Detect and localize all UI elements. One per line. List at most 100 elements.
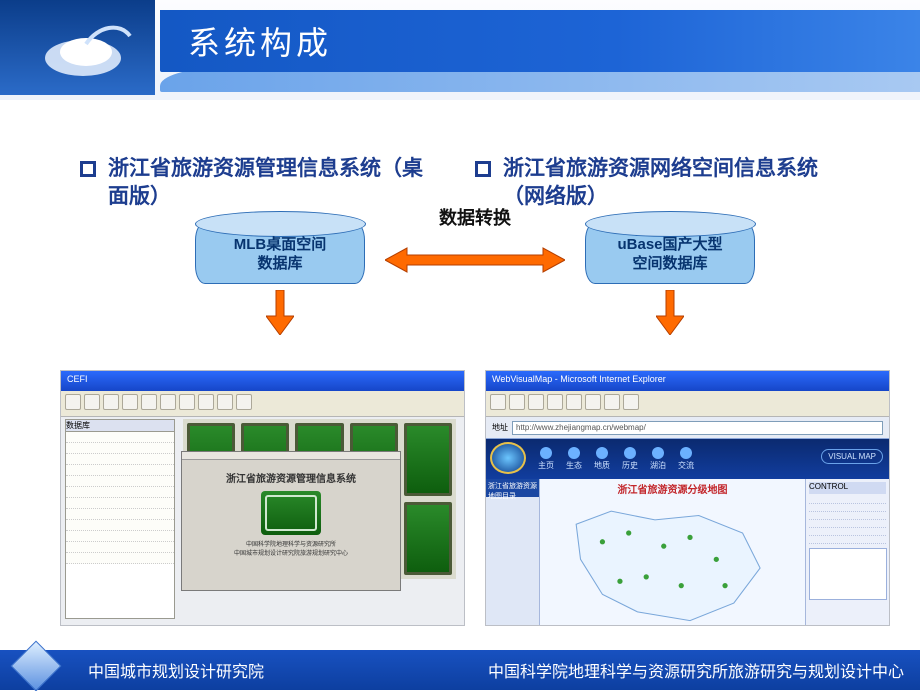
list-item	[66, 443, 174, 454]
cylinder-icon: uBase国产大型 空间数据库	[585, 222, 755, 284]
down-arrow-right-icon	[656, 290, 684, 335]
footer-right-text: 中国科学院地理科学与资源研究所旅游研究与规划设计中心	[488, 658, 904, 682]
map-right-panel: CONTROL	[805, 479, 889, 625]
list-item	[809, 512, 886, 520]
toolbar-button-icon	[160, 394, 176, 410]
right-db-label: uBase国产大型 空间数据库	[592, 231, 748, 279]
zhejiang-map-icon	[540, 498, 805, 626]
map-thumbnail-icon	[404, 502, 452, 575]
address-label: 地址	[492, 422, 508, 433]
list-item	[66, 465, 174, 476]
list-item	[66, 498, 174, 509]
map-thumbnail-icon	[404, 423, 452, 496]
ie-toolbar	[486, 391, 889, 417]
nav-item: 地质	[594, 447, 610, 471]
list-item	[809, 504, 886, 512]
header-decorative-image	[0, 0, 155, 95]
brand-badge: VISUAL MAP	[821, 449, 883, 464]
list-item	[66, 542, 174, 553]
back-button-icon	[490, 394, 506, 410]
right-db-line2: 空间数据库	[632, 255, 707, 272]
toolbar-button-icon	[122, 394, 138, 410]
globe-logo-icon	[261, 491, 321, 535]
nav-item: 湖泊	[650, 447, 666, 471]
nav-icon	[624, 447, 636, 459]
slide-title: 系统构成	[188, 18, 332, 64]
home-button-icon	[566, 394, 582, 410]
desktop-app-screenshot: CEFI 数据库	[60, 370, 465, 626]
dialog-titlebar	[182, 452, 400, 460]
nav-label: 湖泊	[650, 460, 666, 471]
nav-icon	[568, 447, 580, 459]
down-arrow-left-icon	[266, 290, 294, 335]
nav-item: 历史	[622, 447, 638, 471]
splash-dialog: 浙江省旅游资源管理信息系统 中国科学院地理科学与资源研究所 中国城市规划设计研究…	[181, 451, 401, 591]
nav-item: 主页	[538, 447, 554, 471]
nav-label: 主页	[538, 460, 554, 471]
stop-button-icon	[528, 394, 544, 410]
footer-left-text: 中国城市规划设计研究院	[88, 658, 264, 682]
nav-item: 生态	[566, 447, 582, 471]
dialog-body: 浙江省旅游资源管理信息系统 中国科学院地理科学与资源研究所 中国城市规划设计研究…	[182, 460, 400, 567]
toolbar-button-icon	[103, 394, 119, 410]
map-content-row: 浙江省旅游资源地图目录 浙江省旅游资源分级地图 CONTROL	[486, 479, 889, 625]
slide-footer: 中国城市规划设计研究院 中国科学院地理科学与资源研究所旅游研究与规划设计中心	[0, 650, 920, 690]
nav-icon	[540, 447, 552, 459]
bullet-marker-icon	[80, 161, 96, 177]
list-item	[66, 432, 174, 443]
cylinder-icon: MLB桌面空间 数据库	[195, 222, 365, 284]
nav-icon	[680, 447, 692, 459]
toolbar-button-icon	[84, 394, 100, 410]
address-bar: 地址 http://www.zhejiangmap.cn/webmap/	[486, 417, 889, 439]
toolbar-button-icon	[65, 394, 81, 410]
right-db-line1: uBase国产大型	[617, 236, 722, 253]
map-canvas: 浙江省旅游资源分级地图	[540, 479, 805, 625]
database-diagram: 数据转换 MLB桌面空间 数据库 uBase国产大型 空间数据库	[195, 212, 755, 342]
left-panel-title: 浙江省旅游资源地图目录	[486, 479, 539, 497]
search-button-icon	[585, 394, 601, 410]
nav-item: 交流	[678, 447, 694, 471]
list-item	[809, 496, 886, 504]
dialog-sub1: 中国科学院地理科学与资源研究所	[192, 539, 390, 548]
dialog-title: 浙江省旅游资源管理信息系统	[192, 470, 390, 485]
window-titlebar: CEFI	[61, 371, 464, 391]
forward-button-icon	[509, 394, 525, 410]
side-data-panel: 数据库	[65, 419, 175, 619]
left-db-line1: MLB桌面空间	[234, 236, 327, 253]
list-item	[809, 536, 886, 544]
left-db-label: MLB桌面空间 数据库	[202, 231, 358, 279]
list-item	[809, 520, 886, 528]
globe-logo-icon	[490, 442, 526, 474]
map-title: 浙江省旅游资源分级地图	[540, 479, 805, 498]
web-map-screenshot: WebVisualMap - Microsoft Internet Explor…	[485, 370, 890, 626]
list-item	[66, 553, 174, 564]
title-bar: 系统构成	[160, 10, 920, 72]
list-item	[809, 528, 886, 536]
refresh-button-icon	[547, 394, 563, 410]
nav-label: 交流	[678, 460, 694, 471]
side-panel-header: 数据库	[66, 420, 174, 432]
list-item	[66, 531, 174, 542]
overview-map-icon	[809, 548, 887, 600]
window-titlebar: WebVisualMap - Microsoft Internet Explor…	[486, 371, 889, 391]
bullet-marker-icon	[475, 161, 491, 177]
nav-label: 历史	[622, 460, 638, 471]
screenshot-row: CEFI 数据库	[60, 370, 890, 626]
toolbar-button-icon	[141, 394, 157, 410]
toolbar-button-icon	[179, 394, 195, 410]
toolbar-button-icon	[236, 394, 252, 410]
map-left-panel: 浙江省旅游资源地图目录	[486, 479, 540, 625]
left-database-cylinder: MLB桌面空间 数据库	[195, 222, 365, 284]
site-top-nav: 主页 生态 地质 历史 湖泊 交流 VISUAL MAP	[486, 439, 889, 479]
left-db-line2: 数据库	[257, 255, 302, 272]
list-item	[66, 476, 174, 487]
nav-label: 地质	[594, 460, 610, 471]
url-field: http://www.zhejiangmap.cn/webmap/	[512, 421, 883, 435]
right-database-cylinder: uBase国产大型 空间数据库	[585, 222, 755, 284]
list-item	[66, 454, 174, 465]
right-panel-title: CONTROL	[809, 482, 886, 494]
list-item	[66, 520, 174, 531]
nav-icon	[596, 447, 608, 459]
history-button-icon	[623, 394, 639, 410]
nav-icon	[652, 447, 664, 459]
